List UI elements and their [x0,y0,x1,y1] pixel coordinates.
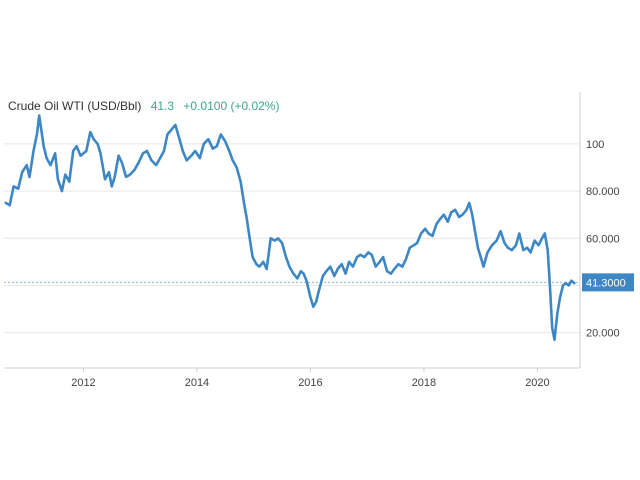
legend-change: +0.0100 (+0.02%) [183,99,279,113]
x-tick-label: 2014 [185,377,209,389]
x-tick-labels: 2012 2014 2016 2018 2020 [71,368,550,389]
y-tick-label: 20.000 [586,328,620,340]
legend: Crude Oil WTI (USD/Bbl) 41.3 +0.0100 (+0… [8,99,279,113]
last-value-text: 41.3000 [586,277,626,289]
x-tick-label: 2020 [525,377,549,389]
x-tick-label: 2012 [71,377,95,389]
last-value-badge [582,273,634,292]
y-tick-label: 60.000 [586,233,620,245]
series-line [4,114,576,341]
y-tick-label: 80.000 [586,186,620,198]
x-tick-label: 2018 [412,377,436,389]
x-tick-label: 2016 [298,377,322,389]
y-tick-label: 100 [586,139,604,151]
grid-lines [4,143,580,334]
last-value-label: 41.3000 [582,273,634,292]
legend-title-text: Crude Oil WTI (USD/Bbl) [8,99,141,113]
legend-price: 41.3 [151,99,175,113]
legend-title: Crude Oil WTI (USD/Bbl) 41.3 +0.0100 (+0… [8,99,279,113]
